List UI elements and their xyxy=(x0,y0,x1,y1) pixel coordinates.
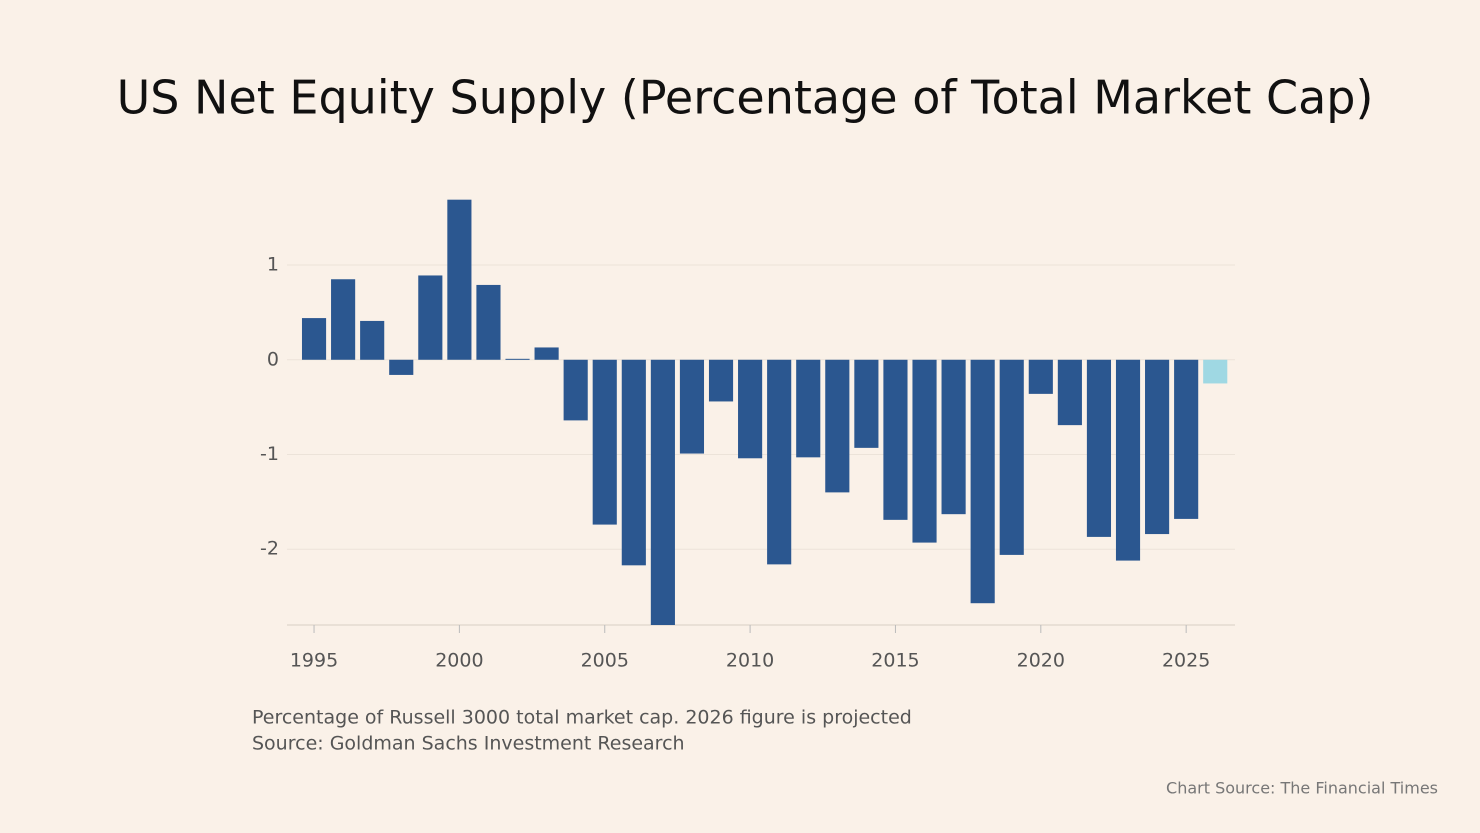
bar xyxy=(650,359,675,625)
bar xyxy=(708,359,734,402)
bar xyxy=(389,359,414,375)
credit: Chart Source: The Financial Times xyxy=(1166,779,1438,798)
bar xyxy=(563,359,588,421)
bar xyxy=(679,359,705,454)
bar xyxy=(796,359,821,458)
bar xyxy=(621,359,646,566)
bar xyxy=(1086,359,1112,537)
note: Percentage of Russell 3000 total market … xyxy=(252,707,912,729)
bar xyxy=(1203,359,1228,384)
bar xyxy=(1115,359,1141,561)
y-tick-label: 1 xyxy=(267,254,279,276)
bar xyxy=(970,359,995,604)
bar xyxy=(767,359,792,565)
bar xyxy=(999,359,1024,555)
bar xyxy=(1057,359,1082,426)
x-tick-label: 2000 xyxy=(435,650,483,672)
bar xyxy=(883,359,908,520)
x-tick-label: 2010 xyxy=(726,650,774,672)
bar xyxy=(1174,359,1199,519)
bar xyxy=(360,320,385,360)
chart-title: US Net Equity Supply (Percentage of Tota… xyxy=(117,71,1374,125)
bar xyxy=(1145,359,1170,535)
bar xyxy=(1028,359,1053,394)
y-tick-label: -1 xyxy=(260,443,279,465)
y-tick-label: -2 xyxy=(260,538,279,560)
bar xyxy=(301,318,327,360)
bar xyxy=(476,284,501,360)
bar xyxy=(912,359,937,543)
bar xyxy=(941,359,966,515)
bar xyxy=(505,358,530,360)
bar xyxy=(418,275,443,360)
x-tick-label: 2005 xyxy=(581,650,629,672)
y-tick-label: 0 xyxy=(267,348,279,370)
x-tick-label: 1995 xyxy=(290,650,338,672)
bar xyxy=(592,359,617,525)
x-tick-label: 2015 xyxy=(871,650,919,672)
bar xyxy=(854,359,879,448)
bar xyxy=(534,347,559,360)
bar xyxy=(738,359,763,459)
bar xyxy=(825,359,850,493)
note: Source: Goldman Sachs Investment Researc… xyxy=(252,733,685,755)
bar xyxy=(331,279,356,360)
x-tick-label: 2025 xyxy=(1162,650,1210,672)
bar xyxy=(447,199,472,360)
x-tick-label: 2020 xyxy=(1017,650,1065,672)
